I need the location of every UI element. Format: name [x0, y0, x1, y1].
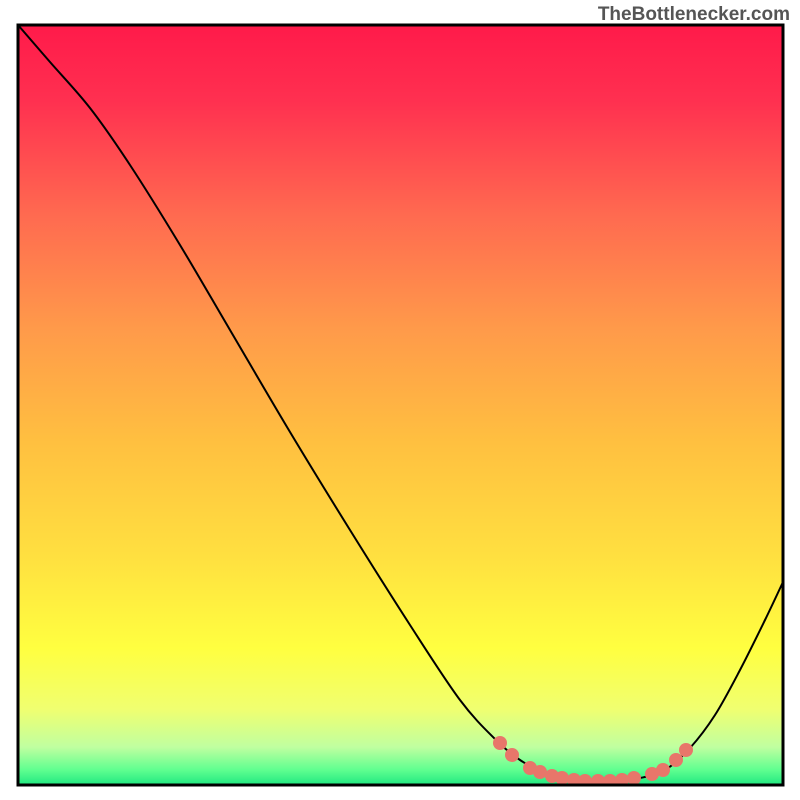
chart-background: [18, 25, 783, 785]
marker-point: [669, 753, 683, 767]
marker-point: [533, 765, 547, 779]
chart-container: [0, 0, 800, 800]
watermark-text: TheBottlenecker.com: [598, 4, 790, 26]
marker-point: [505, 748, 519, 762]
marker-point: [555, 771, 569, 785]
marker-point: [679, 743, 693, 757]
marker-point: [656, 763, 670, 777]
marker-point: [627, 771, 641, 785]
marker-point: [493, 736, 507, 750]
bottleneck-chart: [0, 0, 800, 800]
